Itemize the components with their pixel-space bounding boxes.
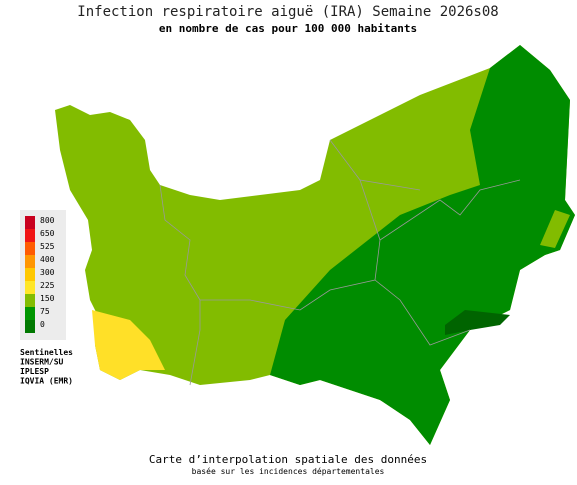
department-border	[329, 139, 421, 191]
legend-swatch	[25, 307, 35, 320]
legend-label: 150	[40, 294, 55, 303]
legend: 800 650 525 400 300 225 150 75 0	[25, 216, 55, 333]
source-label: IQVIA (EMR)	[20, 377, 73, 386]
legend-swatch	[25, 242, 35, 255]
legend-label: 650	[40, 229, 55, 238]
source-label: IPLESP	[20, 367, 49, 376]
department-border	[159, 184, 201, 386]
legend-swatch	[25, 216, 35, 229]
subtitle: en nombre de cas pour 100 000 habitants	[159, 22, 417, 35]
legend-label: 0	[40, 320, 45, 329]
department-border	[359, 179, 381, 241]
legend-label: 225	[40, 281, 55, 290]
source-label: INSERM/SU	[20, 358, 64, 367]
map-regions	[55, 45, 575, 445]
legend-label: 75	[40, 307, 50, 316]
department-border	[374, 279, 471, 346]
source-label: Sentinelles	[20, 347, 73, 357]
region-green	[270, 45, 575, 445]
title: Infection respiratoire aiguë (IRA) Semai…	[77, 4, 498, 20]
legend-swatch	[25, 294, 35, 307]
legend-label: 525	[40, 242, 55, 251]
legend-swatch	[25, 281, 35, 294]
footer-line1: Carte d’interpolation spatiale des donné…	[149, 453, 427, 466]
department-border	[200, 179, 521, 311]
region-dark-green	[445, 310, 510, 335]
legend-swatch	[25, 255, 35, 268]
legend-label: 300	[40, 268, 55, 277]
legend-swatch	[25, 268, 35, 281]
region-light-green-patch	[540, 210, 570, 248]
region-yellow	[92, 310, 165, 380]
footer-line2: basée sur les incidences départementales	[192, 466, 385, 476]
legend-swatch	[25, 320, 35, 333]
legend-label: 400	[40, 255, 55, 264]
legend-label: 800	[40, 216, 55, 225]
legend-swatch	[25, 229, 35, 242]
